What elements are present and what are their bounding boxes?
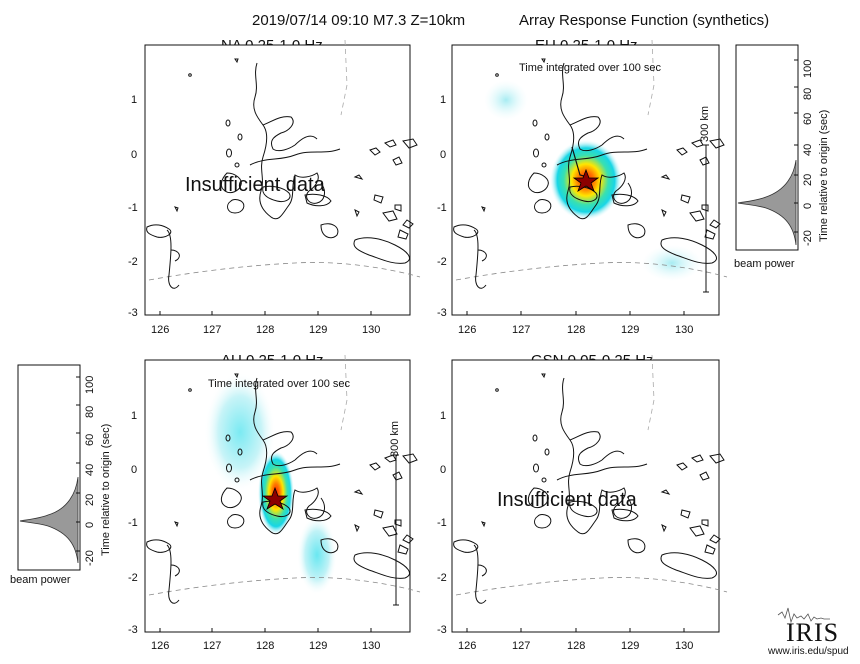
ytick-gsn-2: -1 [437,517,447,529]
beam-right-tick-3: 40 [802,143,814,156]
ytick-na-4: -3 [128,307,138,319]
ytick-gsn-0: 1 [440,410,447,422]
xtick-na-1: 127 [203,324,222,336]
eu-scale-label: 300 km [699,105,711,142]
xtick-au-3: 129 [309,640,328,652]
ytick-na-2: -1 [128,202,138,214]
au-scale-label: 300 km [389,420,401,457]
ytick-gsn-4: -3 [437,624,447,636]
beam-left-tick-6: -20 [84,550,96,566]
xtick-na-4: 130 [362,324,381,336]
iris-url: www.iris.edu/spud [768,646,849,657]
ytick-au-2: -1 [128,517,138,529]
iris-logo: IRIS [786,618,840,647]
ytick-au-3: -2 [128,572,138,584]
beam-right-tick-4: 20 [802,173,814,186]
figure-title: Array Response Function (synthetics) [519,12,770,29]
ytick-eu-0: 1 [440,94,447,106]
ytick-au-0: 1 [131,410,138,422]
xtick-na-0: 126 [151,324,170,336]
beam-right-ylabel: Time relative to origin (sec) [818,109,830,242]
ytick-na-3: -2 [128,256,138,268]
ytick-eu-4: -3 [437,307,447,319]
beam-left-ylabel: Time relative to origin (sec) [100,423,112,556]
xtick-au-4: 130 [362,640,381,652]
ytick-eu-3: -2 [437,256,447,268]
ytick-gsn-3: -2 [437,572,447,584]
xtick-eu-3: 129 [621,324,640,336]
au-integration-note: Time integrated over 100 sec [208,378,351,390]
xtick-na-2: 128 [256,324,275,336]
beam-left-tick-0: 100 [84,375,96,394]
beam-right-tick-2: 60 [802,112,814,125]
xtick-gsn-2: 128 [567,640,586,652]
beam-right-tick-5: 0 [802,202,814,209]
ytick-au-1: 0 [131,464,138,476]
xtick-gsn-4: 130 [675,640,694,652]
ytick-gsn-1: 0 [440,464,447,476]
xtick-eu-0: 126 [458,324,477,336]
beam-right-tick-0: 100 [802,59,814,78]
beam-left-xlabel: beam power [10,574,71,586]
xtick-eu-2: 128 [567,324,586,336]
beam-left-tick-5: 0 [84,521,96,528]
xtick-gsn-1: 127 [512,640,531,652]
beam-left-tick-3: 40 [84,463,96,476]
beam-right-xlabel: beam power [734,258,795,270]
xtick-na-3: 129 [309,324,328,336]
gsn-status: Insufficient data [497,489,637,511]
xtick-au-2: 128 [256,640,275,652]
eu-integration-note: Time integrated over 100 sec [519,62,662,74]
ytick-eu-1: 0 [440,149,447,161]
xtick-au-0: 126 [151,640,170,652]
beam-right-tick-1: 80 [802,87,814,100]
beam-left-tick-2: 60 [84,433,96,446]
xtick-au-1: 127 [203,640,222,652]
beam-left-tick-4: 20 [84,493,96,506]
beam-left-tick-1: 80 [84,405,96,418]
event-header: 2019/07/14 09:10 M7.3 Z=10km [252,12,466,29]
beam-right-tick-6: -20 [802,230,814,246]
ytick-eu-2: -1 [437,202,447,214]
xtick-eu-4: 130 [675,324,694,336]
ytick-au-4: -3 [128,624,138,636]
xtick-eu-1: 127 [512,324,531,336]
ytick-na-1: 0 [131,149,138,161]
xtick-gsn-0: 126 [458,640,477,652]
na-status: Insufficient data [185,174,325,196]
xtick-gsn-3: 129 [621,640,640,652]
ytick-na-0: 1 [131,94,138,106]
